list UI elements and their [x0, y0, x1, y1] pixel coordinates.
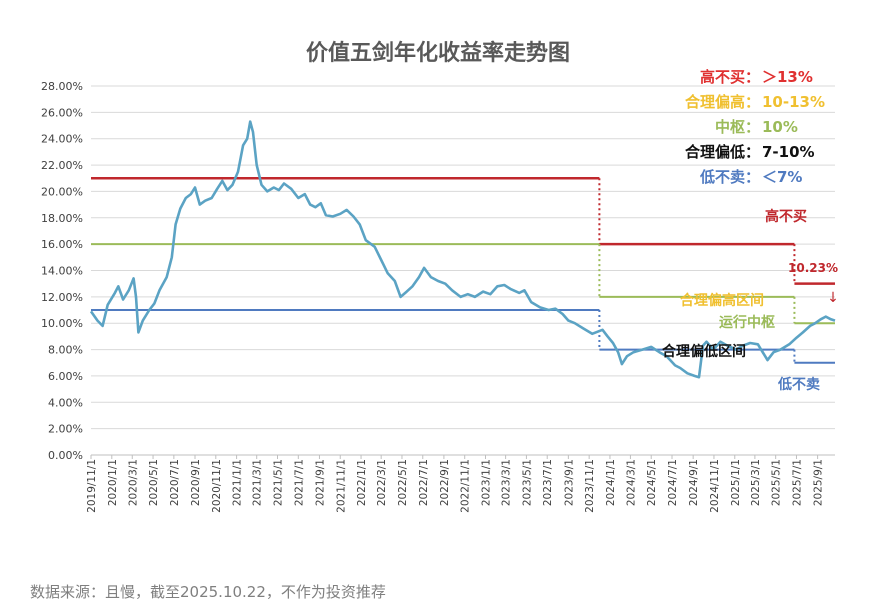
- x-tick-label: 2025/1/1: [730, 459, 742, 506]
- legend-value: ＞13%: [762, 68, 813, 86]
- x-tick-label: 2021/3/1: [252, 459, 264, 506]
- x-tick-label: 2024/1/1: [605, 459, 617, 506]
- legend-label: 合理偏低：: [684, 143, 760, 161]
- x-tick-label: 2020/9/1: [190, 459, 202, 506]
- annotation-arrow: ↓: [827, 290, 839, 306]
- annotation-reasonable-low-zone: 合理偏低区间: [662, 343, 746, 360]
- annotation-current-value: 10.23%: [788, 261, 838, 275]
- y-axis-ticks: 0.00% 2.00% 4.00% 6.00% 8.00% 10.00% 12.00% 14.…: [41, 80, 83, 462]
- x-tick-label: 2022/1/1: [356, 459, 368, 506]
- source-note: 数据来源：且慢，截至2025.10.22，不作为投资推荐: [30, 583, 386, 601]
- x-tick-label: 2021/5/1: [273, 459, 285, 506]
- series-line: [89, 120, 836, 379]
- x-tick-label: 2024/7/1: [667, 459, 679, 506]
- y-tick-label: 24.00%: [41, 133, 83, 146]
- y-tick-label: 10.00%: [41, 317, 83, 330]
- x-tick-label: 2021/7/1: [293, 459, 305, 506]
- legend-label: 低不卖：: [699, 168, 760, 186]
- x-tick-label: 2023/11/1: [584, 459, 596, 513]
- y-tick-label: 20.00%: [41, 185, 83, 198]
- valuation-bands: [91, 177, 835, 364]
- x-tick-label: 2021/9/1: [314, 459, 326, 506]
- chart-title: 价值五剑年化收益率走势图: [306, 40, 570, 66]
- y-tick-label: 26.00%: [41, 106, 83, 119]
- y-tick-label: 0.00%: [48, 449, 83, 462]
- y-tick-label: 28.00%: [41, 80, 83, 93]
- x-tick-label: 2024/3/1: [625, 459, 637, 506]
- legend: 高不买： ＞13%合理偏高： 10-13%中枢： 10%合理偏低： 7-10%低不卖：＜…: [684, 68, 825, 186]
- x-tick-label: 2019/11/1: [86, 459, 98, 513]
- y-tick-label: 14.00%: [41, 265, 83, 278]
- x-tick-label: 2022/11/1: [460, 459, 472, 513]
- y-tick-label: 16.00%: [41, 238, 83, 251]
- x-tick-label: 2020/7/1: [169, 459, 181, 506]
- x-tick-label: 2022/9/1: [439, 459, 451, 506]
- annotation-reasonable-high-zone: 合理偏高区间: [680, 292, 764, 309]
- legend-label: 高不买：: [700, 68, 760, 86]
- x-axis-ticks: 2019/11/1 2020/1/1 2020/3/1 2020/5/1 2020/7/…: [86, 455, 825, 513]
- x-tick-label: 2023/1/1: [481, 459, 493, 506]
- y-tick-label: 6.00%: [48, 370, 83, 383]
- x-tick-label: 2020/1/1: [107, 459, 119, 506]
- x-tick-label: 2025/9/1: [813, 459, 825, 506]
- x-tick-label: 2021/1/1: [232, 459, 244, 506]
- annotation-low-no-sell: 低不卖: [777, 376, 820, 393]
- x-tick-label: 2023/7/1: [542, 459, 554, 506]
- y-tick-label: 18.00%: [41, 212, 83, 225]
- x-tick-label: 2020/5/1: [148, 459, 160, 506]
- legend-value: 7-10%: [762, 143, 815, 161]
- x-tick-label: 2024/9/1: [688, 459, 700, 506]
- y-tick-label: 22.00%: [41, 159, 83, 172]
- x-tick-label: 2022/5/1: [397, 459, 409, 506]
- x-tick-label: 2024/11/1: [709, 459, 721, 513]
- grid-lines: [91, 85, 835, 456]
- x-tick-label: 2020/3/1: [127, 459, 139, 506]
- legend-label: 合理偏高：: [684, 93, 760, 111]
- legend-value: ＜7%: [762, 168, 802, 186]
- x-tick-label: 2021/11/1: [335, 459, 347, 513]
- y-tick-label: 2.00%: [48, 423, 83, 436]
- annotation-running-center: 运行中枢: [719, 314, 775, 331]
- x-tick-label: 2025/3/1: [750, 459, 762, 506]
- x-tick-label: 2022/7/1: [418, 459, 430, 506]
- legend-value: 10-13%: [762, 93, 825, 111]
- legend-label: 中枢：: [715, 118, 760, 136]
- x-tick-label: 2023/3/1: [501, 459, 513, 506]
- x-tick-label: 2024/5/1: [646, 459, 658, 506]
- series-annualized-return: [89, 120, 836, 379]
- x-tick-label: 2023/9/1: [563, 459, 575, 506]
- x-tick-label: 2025/5/1: [771, 459, 783, 506]
- x-tick-label: 2020/11/1: [211, 459, 223, 513]
- y-tick-label: 8.00%: [48, 344, 83, 357]
- legend-value: 10%: [762, 118, 798, 136]
- x-tick-label: 2023/5/1: [521, 459, 533, 506]
- x-tick-label: 2025/7/1: [791, 459, 803, 506]
- x-tick-label: 2022/3/1: [376, 459, 388, 506]
- annotation-high-no-buy: 高不买: [765, 208, 807, 225]
- y-tick-label: 12.00%: [41, 291, 83, 304]
- y-tick-label: 4.00%: [48, 396, 83, 409]
